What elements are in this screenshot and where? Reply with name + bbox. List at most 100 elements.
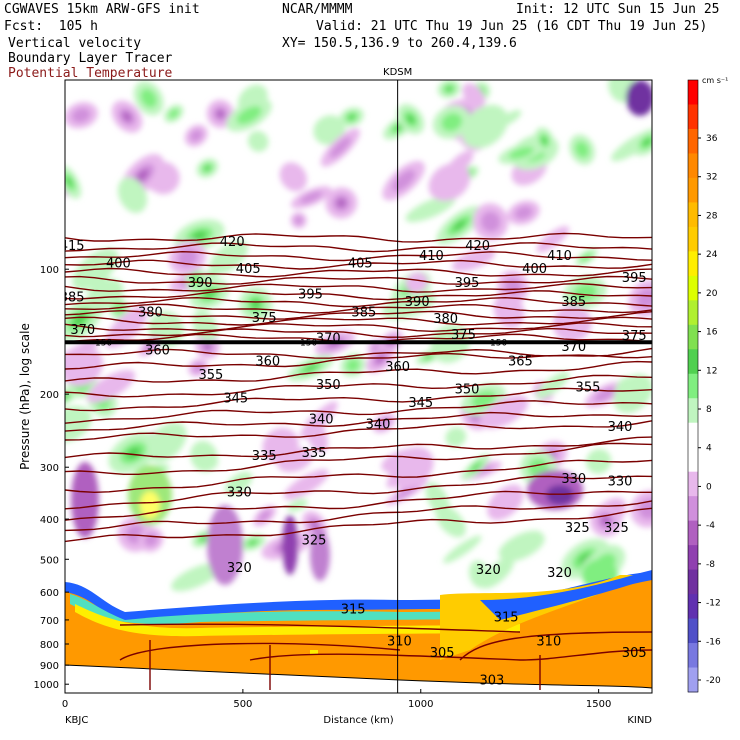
contour-label: 385: [60, 291, 85, 306]
velocity-cell-core: [395, 484, 419, 500]
y-tick-label: 300: [40, 463, 59, 474]
x-tick-label: 0: [62, 699, 68, 710]
tropopause-label: 150: [95, 338, 112, 348]
velocity-cell-peak: [541, 136, 548, 145]
velocity-cell-core: [575, 141, 590, 158]
x-tick-label: 500: [233, 699, 252, 710]
header-field-theta: Potential Temperature: [8, 66, 173, 81]
velocity-cell-peak: [601, 516, 611, 526]
contour-label: 340: [366, 418, 391, 433]
contour-label: 340: [309, 412, 334, 427]
velocity-cell: [247, 130, 269, 152]
velocity-cell: [462, 83, 486, 109]
velocity-cell: [428, 163, 471, 201]
velocity-cell: [405, 272, 428, 293]
contour-label: 375: [451, 328, 476, 343]
tropopause-label: 150: [300, 338, 317, 348]
theta-contour-lower: [119, 623, 521, 633]
contour-label: 315: [341, 602, 366, 617]
contour-label: 350: [316, 378, 341, 393]
velocity-cell-core: [168, 108, 180, 119]
velocity-cell-peak: [452, 219, 466, 231]
tracer-spot: [310, 650, 318, 654]
velocity-cell-peak: [425, 355, 433, 360]
theta-contour: [65, 500, 652, 532]
contour-label: 310: [536, 635, 561, 650]
theta-contour: [65, 267, 652, 278]
colorbar-swatch: [688, 202, 698, 228]
colorbar-label: -20: [706, 676, 721, 686]
theta-contour: [65, 374, 652, 398]
velocity-cell-peak: [136, 169, 149, 182]
y-tick-label: 700: [40, 616, 59, 627]
y-tick-label: 400: [40, 515, 59, 526]
contour-label: 350: [455, 383, 480, 398]
colorbar-swatch: [688, 226, 698, 252]
velocity-cell-peak: [122, 112, 132, 122]
velocity-cell: [382, 291, 436, 320]
header-init: Init: 12 UTC Sun 15 Jun 25: [516, 2, 720, 17]
colorbar-swatch: [688, 594, 698, 620]
theta-contour: [65, 242, 652, 253]
tracer-edge-cyan: [70, 594, 520, 624]
colorbar-label: 16: [706, 328, 718, 338]
velocity-cell-peak: [192, 231, 207, 241]
velocity-cell: [65, 347, 103, 387]
velocity-cell-peak: [471, 463, 480, 471]
velocity-cell: [146, 422, 187, 463]
contour-label: 370: [316, 332, 341, 347]
theta-contour: [65, 490, 652, 521]
velocity-cell-core: [236, 106, 262, 125]
contour-label: 335: [302, 446, 327, 461]
tropopause-label: 150: [490, 338, 507, 348]
plot-area: 415 420 400 405 405 410 420 410 385 390 395 390 395 4…: [60, 80, 652, 693]
contour-label: 420: [220, 235, 245, 250]
contour-label: 415: [60, 239, 85, 254]
contour-label: 315: [494, 610, 519, 625]
velocity-cell-peak: [642, 138, 651, 147]
contour-label: 385: [351, 305, 376, 320]
colorbar-label: 12: [706, 366, 717, 376]
velocity-cell-strong: [310, 529, 330, 581]
theta-contour: [65, 250, 652, 262]
contour-label: 303: [479, 674, 504, 689]
velocity-cell: [462, 104, 508, 149]
velocity-cell: [445, 427, 467, 447]
velocity-cell-peak: [311, 521, 319, 530]
contour-label: 355: [198, 368, 223, 383]
contour-label: 325: [565, 521, 590, 536]
velocity-cell-peak: [348, 114, 356, 120]
velocity-cell-peak: [146, 343, 154, 350]
theta-contour: [65, 316, 652, 326]
colorbar-swatch: [688, 447, 698, 473]
theta-contour: [65, 282, 652, 293]
contour-label: 335: [252, 449, 277, 464]
header-xy: XY= 150.5,136.9 to 260.4,139.6: [282, 36, 517, 51]
theta-contour: [65, 387, 652, 412]
theta-contour: [65, 400, 652, 424]
velocity-cell-core: [636, 288, 652, 309]
velocity-cell-strong: [71, 462, 99, 538]
contour-label: 390: [405, 295, 430, 310]
theta-contour-lower: [459, 631, 652, 661]
velocity-cell-core: [189, 129, 203, 142]
velocity-cell-strong: [546, 485, 574, 505]
colorbar-swatch: [688, 520, 698, 546]
y-tick-label: 500: [40, 555, 59, 566]
contour-label: 345: [408, 396, 433, 411]
header-valid: Valid: 21 UTC Thu 19 Jun 25 (16 CDT Thu …: [316, 19, 708, 34]
contour-label: 400: [106, 257, 131, 272]
colorbar-label: -4: [706, 521, 715, 531]
velocity-cell-core: [177, 248, 198, 267]
theta-contour-lower: [249, 649, 652, 661]
velocity-cell: [313, 115, 346, 145]
contour-label: 385: [561, 295, 586, 310]
velocity-cell-peak: [376, 355, 385, 363]
header-field-tracer: Boundary Layer Tracer: [8, 51, 173, 66]
terrain-line: [65, 664, 652, 689]
header-model: CGWAVES 15km ARW-GFS init: [4, 2, 200, 17]
contour-label: 370: [561, 340, 586, 355]
header-field-vertical-velocity: Vertical velocity: [8, 36, 142, 51]
contour-label: 410: [547, 249, 572, 264]
contour-label: 395: [455, 276, 480, 291]
